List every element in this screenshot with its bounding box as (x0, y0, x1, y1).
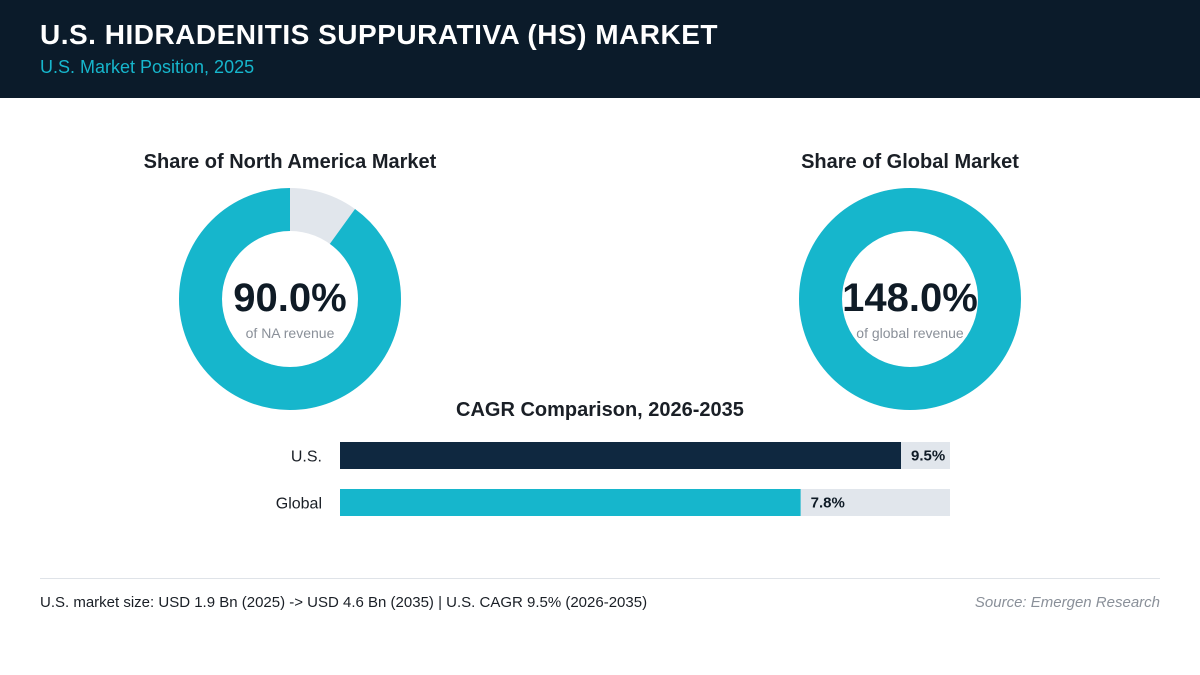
category-label-us: U.S. (291, 449, 322, 466)
na-donut-title: Share of North America Market (143, 151, 437, 173)
na-share-caption: of NA revenue (245, 325, 335, 341)
bar-global (340, 489, 801, 516)
na-donut-chart (179, 188, 401, 410)
footer-source: Source: Emergen Research (974, 594, 1160, 611)
cagr-chart-title: CAGR Comparison, 2026-2035 (456, 399, 744, 421)
value-label-global: 7.8% (811, 495, 845, 512)
na-donut-share-arc (179, 188, 401, 410)
footer-market-note: U.S. market size: USD 1.9 Bn (2025) -> U… (40, 594, 648, 611)
page-title: U.S. HIDRADENITIS SUPPURATIVA (HS) MARKE… (40, 19, 718, 50)
header-banner: U.S. HIDRADENITIS SUPPURATIVA (HS) MARKE… (0, 0, 1200, 98)
global-donut-title: Share of Global Market (801, 151, 1019, 173)
global-share-value: 148.0% (842, 276, 978, 320)
category-label-global: Global (276, 496, 322, 513)
global-donut-chart (799, 188, 1021, 410)
global-donut-share-arc (799, 188, 1021, 410)
cagr-bar-chart: U.S. 9.5% Global 7.8% (276, 442, 950, 516)
footer-divider (40, 578, 1160, 579)
global-share-caption: of global revenue (856, 325, 964, 341)
page-subtitle: U.S. Market Position, 2025 (40, 57, 255, 77)
bar-us (340, 442, 901, 469)
na-share-value: 90.0% (233, 276, 347, 320)
value-label-us: 9.5% (911, 448, 945, 465)
